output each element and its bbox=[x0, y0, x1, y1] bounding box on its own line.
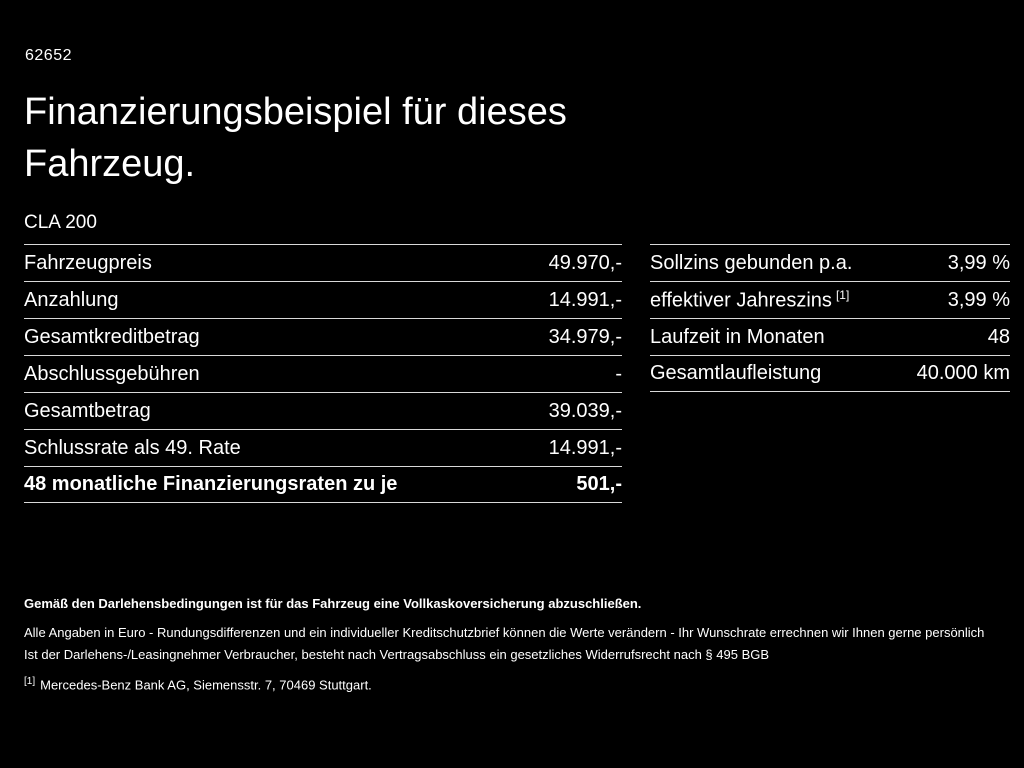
row-value: 48 bbox=[987, 325, 1010, 348]
table-row: Sollzins gebunden p.a. 3,99 % bbox=[650, 244, 1010, 281]
table-row: Gesamtlaufleistung 40.000 km bbox=[650, 355, 1010, 392]
vehicle-model: CLA 200 bbox=[24, 212, 97, 233]
row-value: 501,- bbox=[576, 473, 622, 495]
footnote: [1] Mercedes-Benz Bank AG, Siemensstr. 7,… bbox=[24, 674, 1004, 693]
row-label: Gesamtbetrag bbox=[24, 399, 151, 422]
row-label: 48 monatliche Finanzierungsraten zu je bbox=[24, 473, 398, 495]
financing-table-left: Fahrzeugpreis 49.970,- Anzahlung 14.991,… bbox=[24, 244, 622, 503]
legal-footer: Gemäß den Darlehensbedingungen ist für d… bbox=[24, 596, 1004, 693]
row-value: 3,99 % bbox=[947, 288, 1010, 311]
row-label: effektiver Jahreszins [1] bbox=[650, 287, 850, 312]
row-value: 14.991,- bbox=[548, 288, 622, 311]
table-row: Fahrzeugpreis 49.970,- bbox=[24, 244, 622, 281]
page-id: 62652 bbox=[25, 47, 72, 64]
row-label: Schlussrate als 49. Rate bbox=[24, 436, 241, 459]
row-value: 34.979,- bbox=[548, 325, 622, 348]
row-value: 14.991,- bbox=[548, 436, 622, 459]
table-row: Gesamtkreditbetrag 34.979,- bbox=[24, 318, 622, 355]
row-label: Laufzeit in Monaten bbox=[650, 325, 825, 348]
row-value: 39.039,- bbox=[548, 399, 622, 422]
row-value: 40.000 km bbox=[916, 362, 1010, 384]
footnote-text: Mercedes-Benz Bank AG, Siemensstr. 7, 70… bbox=[40, 677, 372, 693]
row-value: 3,99 % bbox=[947, 251, 1010, 274]
table-row: effektiver Jahreszins [1] 3,99 % bbox=[650, 281, 1010, 318]
row-value: - bbox=[615, 362, 622, 385]
footer-insurance-note: Gemäß den Darlehensbedingungen ist für d… bbox=[24, 596, 642, 611]
table-row: Abschlussgebühren - bbox=[24, 355, 622, 392]
row-label: Gesamtlaufleistung bbox=[650, 362, 822, 384]
table-row: Schlussrate als 49. Rate 14.991,- bbox=[24, 429, 622, 466]
footnote-reference: [1] bbox=[835, 287, 850, 302]
table-row: Laufzeit in Monaten 48 bbox=[650, 318, 1010, 355]
table-row: Anzahlung 14.991,- bbox=[24, 281, 622, 318]
financing-table-right: Sollzins gebunden p.a. 3,99 % effektiver… bbox=[650, 244, 1010, 392]
row-value: 49.970,- bbox=[548, 251, 622, 274]
row-label: Sollzins gebunden p.a. bbox=[650, 251, 853, 274]
footer-disclaimer: Alle Angaben in Euro - Rundungsdifferenz… bbox=[24, 625, 985, 640]
row-label: Anzahlung bbox=[24, 288, 119, 311]
row-label: Gesamtkreditbetrag bbox=[24, 325, 200, 348]
row-label: Fahrzeugpreis bbox=[24, 251, 152, 274]
row-label: Abschlussgebühren bbox=[24, 362, 200, 385]
table-row-monthly-rate: 48 monatliche Finanzierungsraten zu je 5… bbox=[24, 466, 622, 503]
footnote-marker: [1] bbox=[24, 676, 36, 687]
table-row: Gesamtbetrag 39.039,- bbox=[24, 392, 622, 429]
footer-withdrawal-note: Ist der Darlehens-/Leasingnehmer Verbrau… bbox=[24, 647, 770, 662]
page-title: Finanzierungsbeispiel für dieses Fahrzeu… bbox=[24, 91, 567, 185]
